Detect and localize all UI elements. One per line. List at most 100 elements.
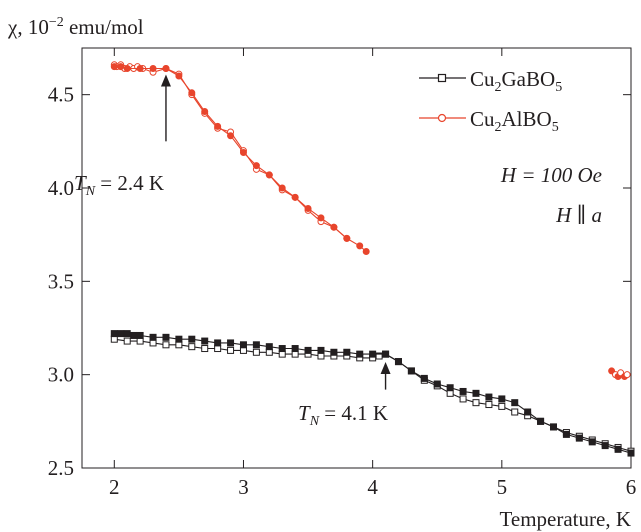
- series-al-heating-point: [175, 72, 183, 80]
- series-ga-heating-point: [524, 408, 532, 416]
- series-ga-heating-point: [588, 438, 596, 446]
- annotation-arrow-head-0: [160, 74, 171, 87]
- series-ga-cooling-point: [162, 341, 170, 349]
- y-tick-label: 3.0: [48, 363, 74, 387]
- series-ga-heating-point: [188, 335, 196, 343]
- series-ga-heating-point: [601, 442, 609, 450]
- series-ga-cooling-point: [485, 401, 493, 409]
- series-ga-cooling-point: [252, 348, 260, 356]
- series-al-heating-point: [214, 122, 222, 130]
- series-al-heating-point: [123, 65, 131, 73]
- series-al-heating-point: [291, 193, 299, 201]
- y-tick-label: 4.0: [48, 176, 74, 200]
- series-al-cooling-line: [113, 64, 348, 239]
- annotation-tn-ga-text: TN = 2.4 K: [74, 171, 164, 199]
- plot-area-frame: [81, 47, 632, 469]
- series-al-extra-point: [623, 371, 631, 379]
- series-ga-heating-point: [614, 445, 622, 453]
- y-axis-ticks: 2.5 3.0 3.5 4.0 4.5: [48, 83, 631, 480]
- y-axis-title: χ, 10−2 emu/mol: [7, 15, 144, 39]
- x-axis-ticks: 2 3 4 5 6: [109, 48, 636, 499]
- series-ga-cooling-point: [227, 346, 235, 354]
- series-al-heating-point: [239, 149, 247, 157]
- annotation-arrow-head-1: [380, 362, 391, 374]
- series-al-heating-point: [227, 132, 235, 140]
- y-tick-label: 2.5: [48, 456, 74, 480]
- series-ga-heating-point: [343, 348, 351, 356]
- series-ga-heating-point: [278, 345, 286, 353]
- series-ga-heating-point: [511, 399, 519, 407]
- series-ga-heating-point: [446, 384, 454, 392]
- series-al-heating-point: [149, 65, 157, 73]
- y-tick-label: 4.5: [48, 83, 74, 107]
- series-ga-cooling-point: [472, 399, 480, 407]
- x-tick-label: 3: [238, 475, 249, 499]
- series-ga-heating-point: [356, 350, 364, 358]
- legend: Cu2GaBO5 Cu2AlBO5: [419, 67, 562, 135]
- legend-item-al: Cu2AlBO5: [419, 107, 559, 135]
- series-ga-heating-point: [201, 337, 209, 345]
- series-al-heating-point: [356, 242, 364, 250]
- series-al-heating-point: [188, 89, 196, 97]
- y-axis-title-exponent: −2: [49, 15, 64, 30]
- series-ga-heating-point: [369, 350, 377, 358]
- series-ga-heating-point: [214, 339, 222, 347]
- series-ga-heating-point: [537, 417, 545, 425]
- legend-marker-ga: [437, 73, 447, 83]
- x-axis-title: Temperature, K: [500, 507, 631, 531]
- series-ga-heating-point: [291, 345, 299, 353]
- series-ga-heating-point: [472, 389, 480, 397]
- series-ga-heating-point: [110, 330, 118, 338]
- series-al-heating-point: [304, 205, 312, 213]
- series-ga-heating-point: [562, 430, 570, 438]
- series-ga-heating-point: [433, 380, 441, 388]
- series-ga-heating-point: [498, 395, 506, 403]
- series-ga-heating-point: [575, 434, 583, 442]
- series-ga-heating-point: [123, 330, 131, 338]
- series-ga-heating-point: [175, 335, 183, 343]
- series-ga-cooling-point: [123, 337, 131, 345]
- series-al-heating-point: [317, 214, 325, 222]
- series-layer: [110, 61, 635, 457]
- y-axis-title-text: χ, 10: [7, 15, 49, 39]
- y-axis-title-unit: emu/mol: [64, 15, 144, 39]
- series-ga-heating-point: [407, 367, 415, 375]
- series-al-heating-point: [201, 107, 209, 115]
- series-ga-heating-point: [162, 333, 170, 341]
- series-al-heating-point: [343, 234, 351, 242]
- x-tick-label: 5: [497, 475, 508, 499]
- series-ga-heating-point: [149, 333, 157, 341]
- series-ga-heating-point: [265, 343, 273, 351]
- series-ga-cooling-point: [511, 408, 519, 416]
- x-tick-label: 2: [109, 475, 120, 499]
- x-tick-label: 4: [367, 475, 378, 499]
- series-al-heating-point: [330, 223, 338, 231]
- series-al-heating-line: [114, 66, 367, 252]
- series-ga-cooling-point: [188, 343, 196, 351]
- series-ga-heating-point: [382, 350, 390, 358]
- field-label-1: H = 100 Oe: [500, 163, 602, 187]
- y-tick-label: 3.5: [48, 269, 74, 293]
- legend-label-ga: Cu2GaBO5: [470, 67, 562, 95]
- series-ga-heating-point: [136, 331, 144, 339]
- series-ga-cooling-point: [201, 345, 209, 353]
- series-al-heating-point: [362, 247, 370, 255]
- series-al-heating-point: [110, 63, 118, 71]
- series-al-heating-point: [117, 63, 125, 71]
- series-al-heating-point: [252, 162, 260, 170]
- series-ga-heating-point: [304, 346, 312, 354]
- series-ga-heating-point: [130, 331, 138, 339]
- series-ga-heating-point: [239, 341, 247, 349]
- series-al-heating-point: [278, 184, 286, 192]
- series-al-heating-point: [162, 65, 170, 73]
- field-label-2: H ∥ a: [555, 203, 602, 227]
- series-ga-heating-point: [394, 358, 402, 366]
- series-ga-heating-point: [627, 449, 635, 457]
- series-ga-heating-point: [459, 387, 467, 395]
- annotation-tn-al-label: TN = 4.1 K: [298, 401, 388, 429]
- series-ga-cooling-point: [498, 402, 506, 410]
- legend-label-al: Cu2AlBO5: [470, 107, 559, 135]
- series-ga-cooling-point: [459, 395, 467, 403]
- legend-marker-al: [437, 113, 447, 123]
